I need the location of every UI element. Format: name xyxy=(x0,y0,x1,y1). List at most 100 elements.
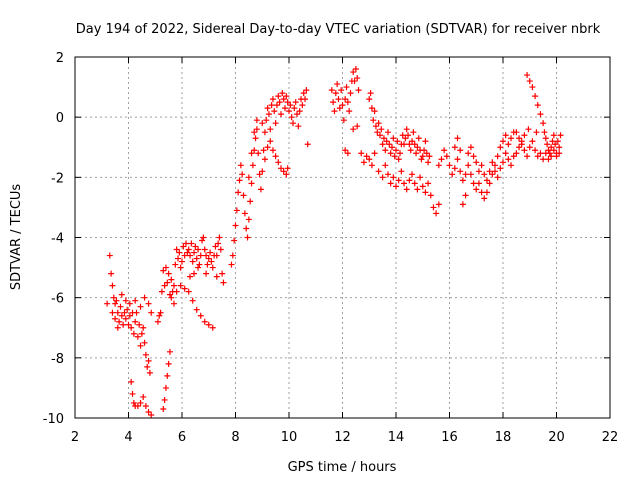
data-point xyxy=(534,153,541,160)
data-point xyxy=(332,90,339,97)
data-point xyxy=(382,162,389,169)
data-point xyxy=(542,135,549,142)
data-point xyxy=(118,312,125,319)
x-tick-label: 16 xyxy=(441,430,458,445)
data-point xyxy=(205,255,212,262)
data-point xyxy=(141,339,148,346)
gridlines xyxy=(75,57,610,418)
data-point xyxy=(141,294,148,301)
data-point xyxy=(491,162,498,169)
data-point xyxy=(181,252,188,259)
data-point xyxy=(128,378,135,385)
data-point xyxy=(486,168,493,175)
data-point xyxy=(394,138,401,145)
data-point xyxy=(288,114,295,121)
data-point xyxy=(129,390,136,397)
data-point xyxy=(290,120,297,127)
data-point xyxy=(376,132,383,139)
data-point xyxy=(508,135,515,142)
data-point xyxy=(380,135,387,142)
data-point xyxy=(521,132,528,139)
data-point xyxy=(529,138,536,145)
data-point xyxy=(189,258,196,265)
data-point xyxy=(375,168,382,175)
data-point xyxy=(533,129,540,136)
data-point xyxy=(168,294,175,301)
data-point xyxy=(280,96,287,103)
data-point xyxy=(383,138,390,145)
data-point xyxy=(264,105,271,112)
data-point xyxy=(248,150,255,157)
data-point xyxy=(526,78,533,85)
data-point xyxy=(303,87,310,94)
data-point xyxy=(403,186,410,193)
data-point xyxy=(483,177,490,184)
data-point xyxy=(414,186,421,193)
data-point xyxy=(267,126,274,133)
data-point xyxy=(228,261,235,268)
data-point xyxy=(144,363,151,370)
data-point xyxy=(382,147,389,154)
data-point xyxy=(393,183,399,190)
data-point xyxy=(271,108,278,115)
data-point xyxy=(422,189,429,196)
data-point xyxy=(108,270,115,277)
data-point xyxy=(457,168,464,175)
data-point xyxy=(209,264,216,271)
data-point xyxy=(505,156,512,163)
data-point xyxy=(114,324,121,331)
data-point xyxy=(497,165,504,172)
data-point xyxy=(491,168,498,175)
x-tick-label: 4 xyxy=(124,430,132,445)
data-point xyxy=(354,75,361,82)
data-point xyxy=(261,156,268,163)
data-point xyxy=(415,135,422,142)
data-point xyxy=(170,300,177,307)
data-point xyxy=(354,123,361,130)
data-point xyxy=(402,135,409,142)
data-point xyxy=(417,174,424,181)
data-point xyxy=(438,156,445,163)
data-point xyxy=(176,249,183,256)
data-point xyxy=(255,150,262,157)
data-point xyxy=(239,171,246,178)
data-point xyxy=(204,261,211,268)
data-point xyxy=(172,261,179,268)
y-axis-label: SDTVAR / TECUs xyxy=(9,184,24,291)
data-point xyxy=(378,126,385,133)
data-point xyxy=(280,168,287,175)
data-point xyxy=(263,117,270,124)
data-point xyxy=(409,171,416,178)
data-point xyxy=(406,141,413,148)
data-point xyxy=(398,168,405,175)
data-point xyxy=(130,399,137,406)
data-point xyxy=(183,240,190,247)
data-point xyxy=(164,279,171,286)
data-point xyxy=(292,99,299,106)
data-point xyxy=(110,294,117,301)
data-point xyxy=(340,117,347,124)
data-point xyxy=(145,357,152,364)
data-point xyxy=(443,153,450,160)
data-point xyxy=(241,210,248,217)
data-point xyxy=(284,165,291,172)
data-point xyxy=(360,159,367,166)
data-point xyxy=(518,138,525,145)
y-tick-label: -8 xyxy=(51,352,64,367)
data-point xyxy=(328,87,335,94)
data-point xyxy=(130,330,137,337)
data-point xyxy=(268,102,275,109)
data-point xyxy=(467,171,474,178)
data-point xyxy=(401,141,408,148)
data-point xyxy=(161,282,168,289)
data-point xyxy=(336,105,343,112)
data-point xyxy=(117,303,124,310)
data-point xyxy=(116,318,123,325)
data-point xyxy=(516,135,523,142)
data-point xyxy=(473,159,480,166)
data-point xyxy=(209,324,216,331)
data-point xyxy=(430,204,437,211)
data-point xyxy=(388,144,395,151)
data-point xyxy=(302,96,309,103)
data-point xyxy=(513,129,520,136)
